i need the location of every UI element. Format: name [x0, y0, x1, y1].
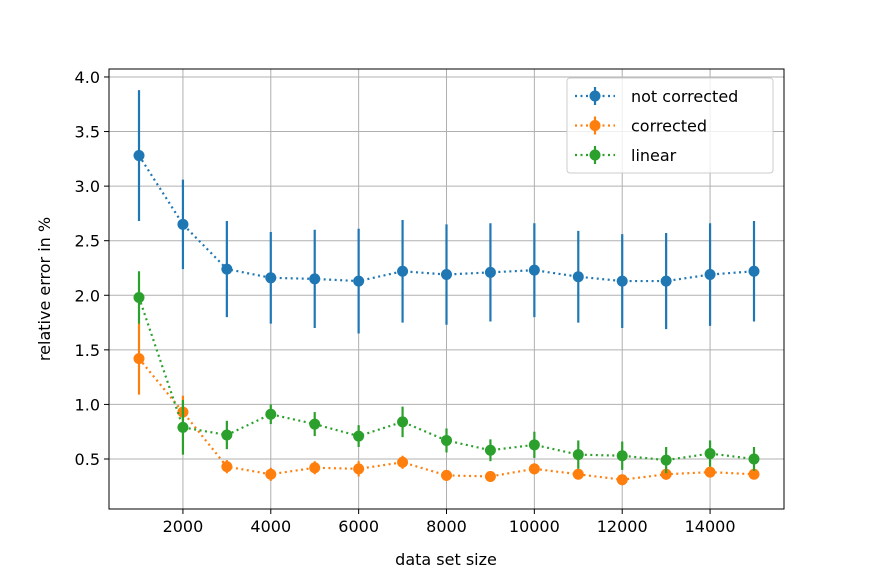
- marker: [397, 265, 409, 277]
- marker: [309, 462, 321, 474]
- marker: [177, 218, 189, 230]
- marker: [265, 468, 277, 480]
- marker: [484, 444, 496, 456]
- marker: [133, 353, 145, 365]
- marker: [265, 408, 277, 420]
- legend-marker: [589, 120, 601, 131]
- x-tick-label: 10000: [509, 517, 560, 536]
- marker: [441, 434, 452, 446]
- marker: [484, 266, 496, 278]
- marker: [397, 416, 409, 428]
- legend-label: linear: [631, 146, 677, 165]
- marker: [309, 273, 321, 285]
- x-tick-label: 6000: [338, 517, 379, 536]
- marker: [748, 468, 760, 480]
- series-line: [138, 357, 755, 481]
- x-tick-label: 12000: [597, 517, 648, 536]
- marker: [660, 468, 672, 480]
- legend-box: [566, 77, 774, 174]
- x-tick-label: 2000: [163, 517, 204, 536]
- marker: [221, 461, 233, 473]
- marker: [704, 269, 716, 281]
- marker: [748, 453, 760, 465]
- marker: [616, 450, 628, 462]
- marker: [353, 275, 365, 287]
- y-tick-label: 3.5: [75, 123, 100, 142]
- marker: [441, 469, 452, 481]
- marker: [572, 468, 584, 480]
- legend-marker: [589, 149, 601, 161]
- marker: [660, 275, 672, 287]
- marker: [528, 463, 540, 475]
- x-axis-label: data set size: [395, 550, 497, 569]
- legend-label: corrected: [631, 117, 707, 136]
- x-tick-label: 8000: [426, 517, 467, 536]
- legend-label: not corrected: [631, 87, 738, 106]
- x-tick-label: 14000: [685, 517, 736, 536]
- marker: [441, 269, 452, 281]
- y-tick-label: 3.0: [75, 177, 100, 196]
- marker: [616, 474, 628, 486]
- marker: [177, 421, 189, 433]
- marker: [484, 470, 496, 482]
- marker: [572, 271, 584, 283]
- y-tick-label: 2.0: [75, 286, 100, 305]
- marker: [221, 263, 233, 275]
- legend-marker: [589, 90, 601, 102]
- marker: [748, 265, 760, 277]
- marker: [353, 430, 365, 442]
- series-line: [137, 297, 755, 462]
- marker: [309, 418, 321, 430]
- marker: [265, 272, 277, 284]
- y-tick-label: 1.5: [75, 341, 100, 360]
- marker: [616, 275, 628, 287]
- marker: [528, 439, 540, 451]
- y-tick-label: 0.5: [75, 450, 100, 469]
- marker: [353, 463, 365, 475]
- marker: [133, 291, 145, 303]
- y-tick-label: 4.0: [75, 68, 100, 87]
- marker: [221, 429, 233, 441]
- marker: [572, 449, 584, 461]
- marker: [704, 466, 716, 478]
- marker: [528, 264, 540, 276]
- plot-frame: [108, 68, 785, 510]
- marker: [133, 150, 145, 162]
- marker: [704, 448, 716, 460]
- marker: [660, 454, 672, 466]
- x-tick-label: 4000: [250, 517, 291, 536]
- y-axis-label: relative error in %: [35, 217, 54, 361]
- y-tick-label: 2.5: [75, 232, 100, 251]
- marker: [397, 456, 409, 468]
- y-tick-label: 1.0: [75, 395, 100, 414]
